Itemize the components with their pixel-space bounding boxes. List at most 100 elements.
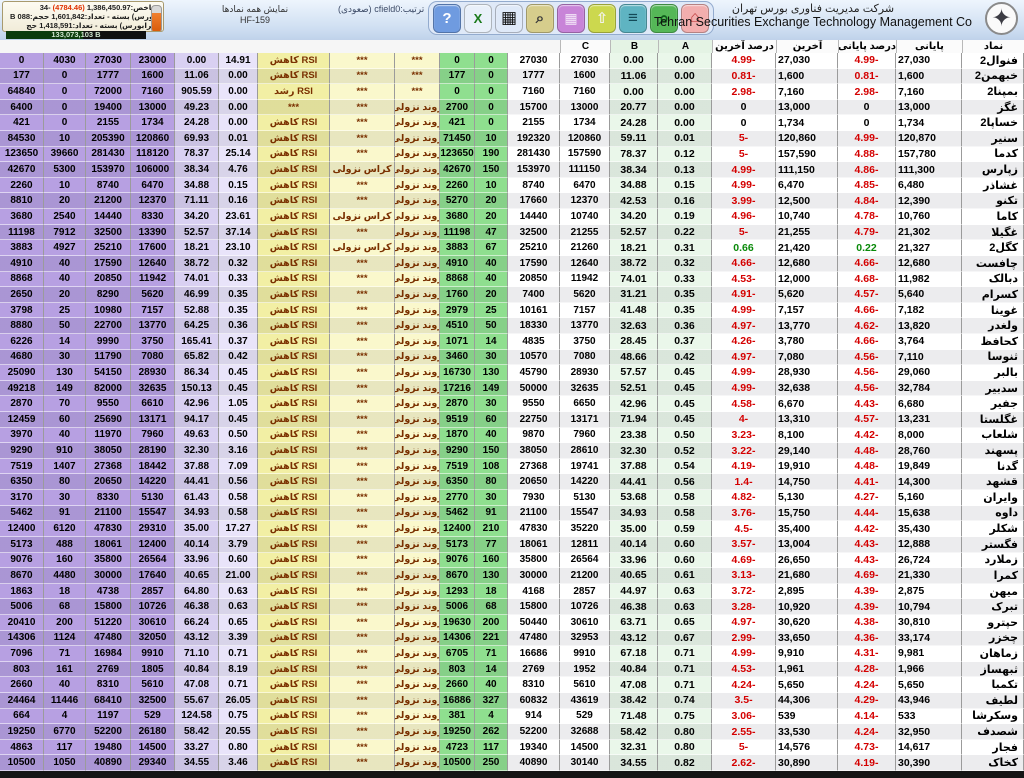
table-row[interactable]: 3883 4927 25210 17600 18.21 23.10 RSI کاهش کراس… [0, 240, 1024, 256]
cell: 38.72 [610, 255, 658, 272]
home-icon[interactable]: ⌂ [681, 3, 709, 33]
symbol-cell: گدنا [962, 458, 1024, 475]
cell: 58.42 [610, 724, 658, 740]
column-header-آخرین[interactable]: آخرین [776, 40, 838, 53]
table-row[interactable]: 24464 11446 68410 32500 55.67 26.05 RSI کاهش **… [0, 692, 1024, 709]
cell: 17600 [131, 240, 175, 256]
list-view-icon[interactable]: ≡ [619, 3, 647, 33]
table-row[interactable]: 64840 0 72000 7160 905.59 0.00 RSI رشد *** *** 0 0… [0, 84, 1024, 100]
up-arrow-icon[interactable]: ⇧ [588, 3, 616, 33]
table-row[interactable]: 12400 6120 47830 29310 35.00 17.27 RSI کاهش ***… [0, 521, 1024, 537]
cell: 11198 [0, 224, 44, 241]
calendar-icon[interactable]: ▦ [557, 3, 585, 33]
cell: 7096 [0, 646, 44, 662]
help-icon[interactable]: ? [433, 3, 461, 33]
cell: RSI کاهش [258, 365, 330, 381]
column-header-C[interactable]: C [560, 40, 610, 53]
cell: 6,680 [896, 396, 962, 413]
cell: -3.13 [712, 568, 776, 584]
cell: 38.72 [175, 255, 219, 272]
table-row[interactable]: 0 4030 27030 23000 0.00 14.91 RSI کاهش *** *** 0 0… [0, 53, 1024, 69]
table-row[interactable]: 42670 5300 153970 106000 38.34 4.76 RSI کاهش کر… [0, 162, 1024, 178]
column-header-پایانی[interactable]: پایانی [896, 40, 962, 53]
print-preview-icon[interactable]: ⌕ [526, 3, 554, 33]
column-header-A[interactable]: A [658, 40, 712, 53]
cell: -4.99 [838, 131, 896, 147]
cell: 1734 [131, 115, 175, 132]
table-row[interactable]: 177 0 1777 1600 11.06 0.00 RSI کاهش *** *** 177 0 1… [0, 68, 1024, 85]
table-row[interactable]: 123650 39660 281430 118120 78.37 25.14 RSI کاه… [0, 146, 1024, 163]
grid-view-icon[interactable]: ▦ [495, 3, 523, 33]
cell: روند نزولی [395, 271, 440, 288]
column-header-درصد پایانی[interactable]: درصد پایانی [838, 40, 896, 53]
search-icon[interactable]: ⌕ [650, 3, 678, 33]
cell: *** [330, 739, 395, 756]
table-row[interactable]: 3680 2540 14440 8330 34.20 23.61 RSI کاهش کراس … [0, 209, 1024, 225]
cell: 63.71 [610, 614, 658, 631]
cell: 14306 [440, 630, 475, 647]
cell: -5 [712, 224, 776, 241]
cell: 3.46 [219, 755, 258, 772]
cell: روند نزولی [395, 568, 440, 584]
cell: RSI کاهش [258, 646, 330, 662]
cell: 12,680 [896, 255, 962, 272]
filter-block[interactable]: نمایش همه نمادها HF-159 [212, 4, 298, 26]
cell: 20 [475, 209, 508, 225]
cell: -4.29 [838, 692, 896, 709]
cell: RSI کاهش [258, 240, 330, 256]
cell: 529 [560, 708, 610, 725]
column-header-نماد[interactable]: نماد [962, 40, 1024, 53]
column-header-B[interactable]: B [610, 40, 658, 53]
cell: 12,680 [776, 255, 838, 272]
table-row[interactable]: 11198 7912 32500 13390 52.57 37.14 RSI کاهش ***… [0, 224, 1024, 241]
column-header-درصد آخرین[interactable]: درصد آخرین [712, 40, 776, 53]
cell: 4738 [86, 583, 131, 600]
excel-export-icon[interactable]: X [464, 3, 492, 33]
cell: -4.57 [838, 287, 896, 303]
cell: 2700 [440, 99, 475, 116]
cell: 0.67 [658, 630, 712, 647]
symbol-cell: وسکرشا [962, 708, 1024, 725]
symbol-cell: فجار [962, 739, 1024, 756]
cell: 200 [475, 614, 508, 631]
cell: 0.35 [219, 302, 258, 319]
cell: *** [330, 708, 395, 725]
cell: 29340 [131, 755, 175, 772]
table-row[interactable]: 19250 6770 52200 26180 58.42 20.55 RSI کاهش ***… [0, 724, 1024, 740]
